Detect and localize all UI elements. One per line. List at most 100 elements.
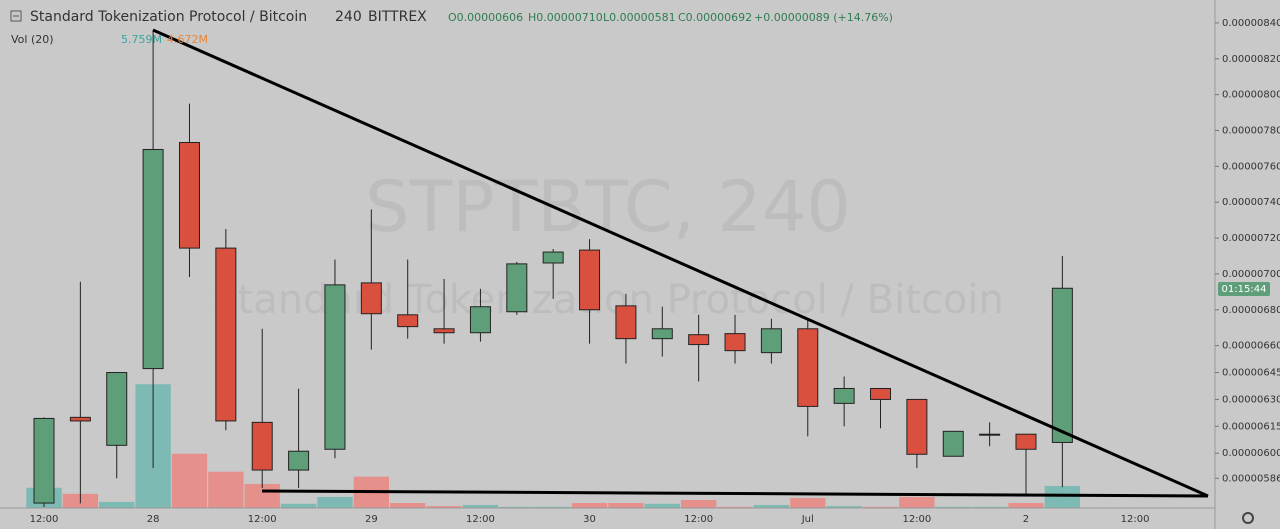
volume-bar <box>317 496 353 508</box>
plot <box>26 30 1081 508</box>
trend-line <box>261 489 1209 498</box>
candle-body <box>251 421 273 471</box>
candle-body <box>942 430 964 457</box>
x-tick-label: 12:00 <box>466 514 495 525</box>
x-tick-label: 12:00 <box>30 514 59 525</box>
y-tick-label: 0.00000760 <box>1222 161 1280 172</box>
candle-body <box>33 417 55 504</box>
volume-bar <box>644 503 680 508</box>
volume-bar <box>680 499 717 508</box>
ohlc-high: H0.00000710 <box>528 11 603 24</box>
volume-bar <box>826 506 862 508</box>
x-tick-label: 30 <box>583 514 596 525</box>
x-tick-label: 2 <box>1023 514 1029 525</box>
y-tick-label: 0.00000586 <box>1222 473 1280 484</box>
candle-body <box>106 372 128 446</box>
volume-bar <box>1008 503 1044 508</box>
exchange: BITTREX <box>368 9 427 25</box>
candle-body <box>579 249 601 311</box>
candle-body <box>360 282 382 315</box>
candle-body <box>724 333 746 352</box>
ohlc-close: C0.00000692 <box>678 11 752 24</box>
candle-body <box>69 416 91 422</box>
y-tick-label: 0.00000840 <box>1222 18 1280 29</box>
x-tick-label: Jul <box>801 514 814 525</box>
y-tick-label: 0.00000700 <box>1222 269 1280 280</box>
candle-body <box>542 251 564 264</box>
candle-body <box>506 263 528 313</box>
candle-body <box>651 328 673 340</box>
volume-bar <box>462 504 499 508</box>
x-tick-label: 29 <box>365 514 378 525</box>
candle-body <box>215 247 237 422</box>
x-tick-label: 28 <box>147 514 160 525</box>
volume-bar <box>280 503 317 508</box>
volume-bar <box>390 503 426 508</box>
volume-bar <box>935 506 971 508</box>
candle-body <box>433 328 455 334</box>
volume-bar <box>571 503 608 508</box>
candle-body <box>469 306 491 334</box>
volume-bar <box>862 506 899 508</box>
trend-line <box>152 28 1209 498</box>
x-tick-label: 12:00 <box>902 514 931 525</box>
y-tick-label: 0.00000660 <box>1222 341 1280 352</box>
candle-body <box>979 433 1001 436</box>
x-tick-label: 12:00 <box>1121 514 1150 525</box>
interval: 240 <box>335 9 362 25</box>
volume-label[interactable]: Vol (20) <box>11 33 54 46</box>
volume-bar <box>608 503 644 508</box>
candle-body <box>1015 433 1037 450</box>
volume-bar <box>790 498 826 508</box>
countdown-badge <box>1218 282 1270 296</box>
y-tick-label: 0.00000630 <box>1222 394 1280 405</box>
candle-body <box>906 398 928 455</box>
candle-body <box>797 328 819 407</box>
candle-body <box>615 305 637 340</box>
candle-body <box>178 141 200 249</box>
candle-body <box>870 387 892 400</box>
y-tick-label: 0.00000780 <box>1222 125 1280 136</box>
x-tick-label: 12:00 <box>248 514 277 525</box>
y-tick-label: 0.00000720 <box>1222 233 1280 244</box>
candle-body <box>688 334 710 346</box>
candle-body <box>397 314 419 328</box>
ohlc-low: L0.00000581 <box>603 11 676 24</box>
volume-bar <box>499 506 535 508</box>
settings-icon[interactable] <box>1242 512 1254 524</box>
volume-value: 5.759M <box>121 33 162 46</box>
candle-body <box>760 328 782 354</box>
y-tick-label: 0.00000600 <box>1222 448 1280 459</box>
x-tick-label: 12:00 <box>684 514 713 525</box>
countdown: 01:15:44 <box>1222 284 1267 295</box>
volume-bar <box>535 506 571 508</box>
candle-body <box>324 284 346 450</box>
volume-bar <box>99 501 135 508</box>
y-tick-label: 0.00000740 <box>1222 197 1280 208</box>
volume-bar <box>717 506 753 508</box>
ohlc-open: O0.00000606 <box>448 11 523 24</box>
candle-body <box>1051 287 1073 443</box>
y-tick-label: 0.00000800 <box>1222 90 1280 101</box>
y-tick-label: 0.00000615 <box>1222 421 1280 432</box>
y-tick-label: 0.00000645 <box>1222 368 1280 379</box>
ohlc-change: +0.00000089 (+14.76%) <box>754 11 893 24</box>
volume-bar <box>426 506 462 508</box>
y-tick-label: 0.00000820 <box>1222 54 1280 65</box>
symbol[interactable]: Standard Tokenization Protocol / Bitcoin <box>30 9 307 25</box>
y-tick-label: 0.00000680 <box>1222 305 1280 316</box>
volume-bar <box>899 496 935 508</box>
volume-bar <box>171 453 208 508</box>
volume-bar <box>971 506 1008 508</box>
watermark: STPTBTC, 240 <box>365 166 851 248</box>
candle-body <box>142 148 164 370</box>
volume-bar <box>753 504 790 508</box>
candle-body <box>833 387 855 404</box>
volume-bar <box>208 471 244 508</box>
collapse-icon[interactable] <box>10 10 22 22</box>
volume-bar <box>1044 486 1081 508</box>
candle-body <box>288 450 310 471</box>
volume-ma: 4.672M <box>167 33 208 46</box>
